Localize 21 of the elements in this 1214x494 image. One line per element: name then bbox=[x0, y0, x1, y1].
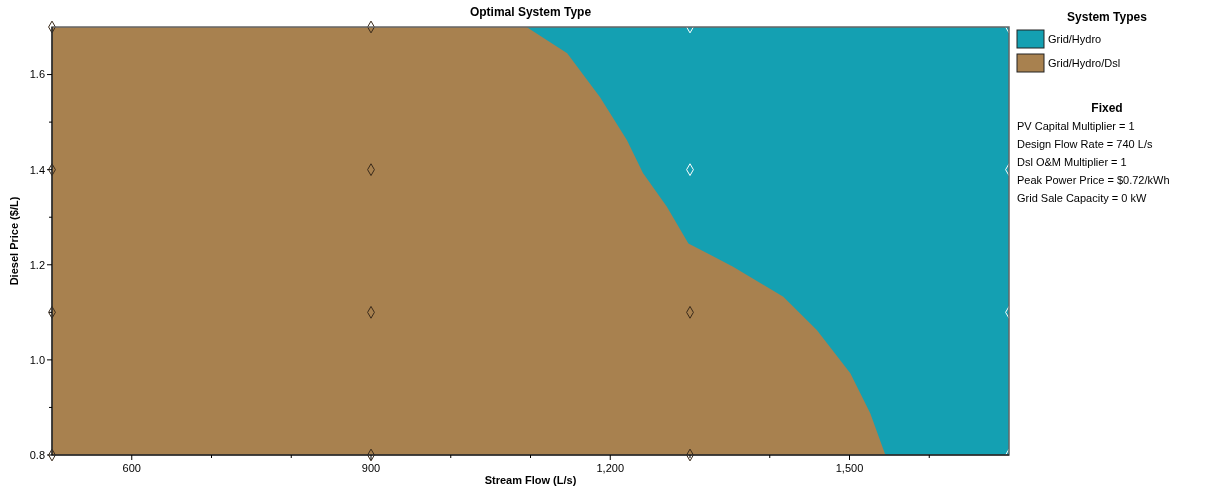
y-tick-label: 0.8 bbox=[29, 448, 45, 461]
x-tick-label: 1,200 bbox=[596, 462, 625, 474]
legend-title: System Types bbox=[1067, 10, 1148, 24]
text: Peak Power Price = $0.72/kWh bbox=[1017, 174, 1170, 186]
text: Grid/Hydro/Dsl bbox=[1048, 57, 1121, 69]
x-tick-label: 1,500 bbox=[835, 462, 864, 474]
text: Design Flow Rate = 740 L/s bbox=[1017, 138, 1153, 150]
text: Grid Sale Capacity = 0 kW bbox=[1017, 192, 1147, 204]
x-tick-label: 600 bbox=[122, 462, 141, 474]
text: Dsl O&M Multiplier = 1 bbox=[1017, 156, 1127, 168]
chart-title: Optimal System Type bbox=[469, 5, 592, 19]
text: PV Capital Multiplier = 1 bbox=[1017, 120, 1135, 132]
y-tick-label: 1.2 bbox=[29, 258, 45, 271]
y-tick-label: 1.6 bbox=[29, 68, 45, 81]
legend-label: Grid/Hydro bbox=[1048, 33, 1102, 45]
x-tick-label: 900 bbox=[361, 462, 381, 474]
y-tick-label: 1.4 bbox=[29, 163, 45, 176]
text: Fixed bbox=[1091, 101, 1123, 115]
x-axis-title: Stream Flow (L/s) bbox=[484, 474, 577, 486]
y-tick-label: 1.0 bbox=[29, 353, 45, 366]
y-axis-title: Diesel Price ($/L) bbox=[8, 196, 20, 286]
